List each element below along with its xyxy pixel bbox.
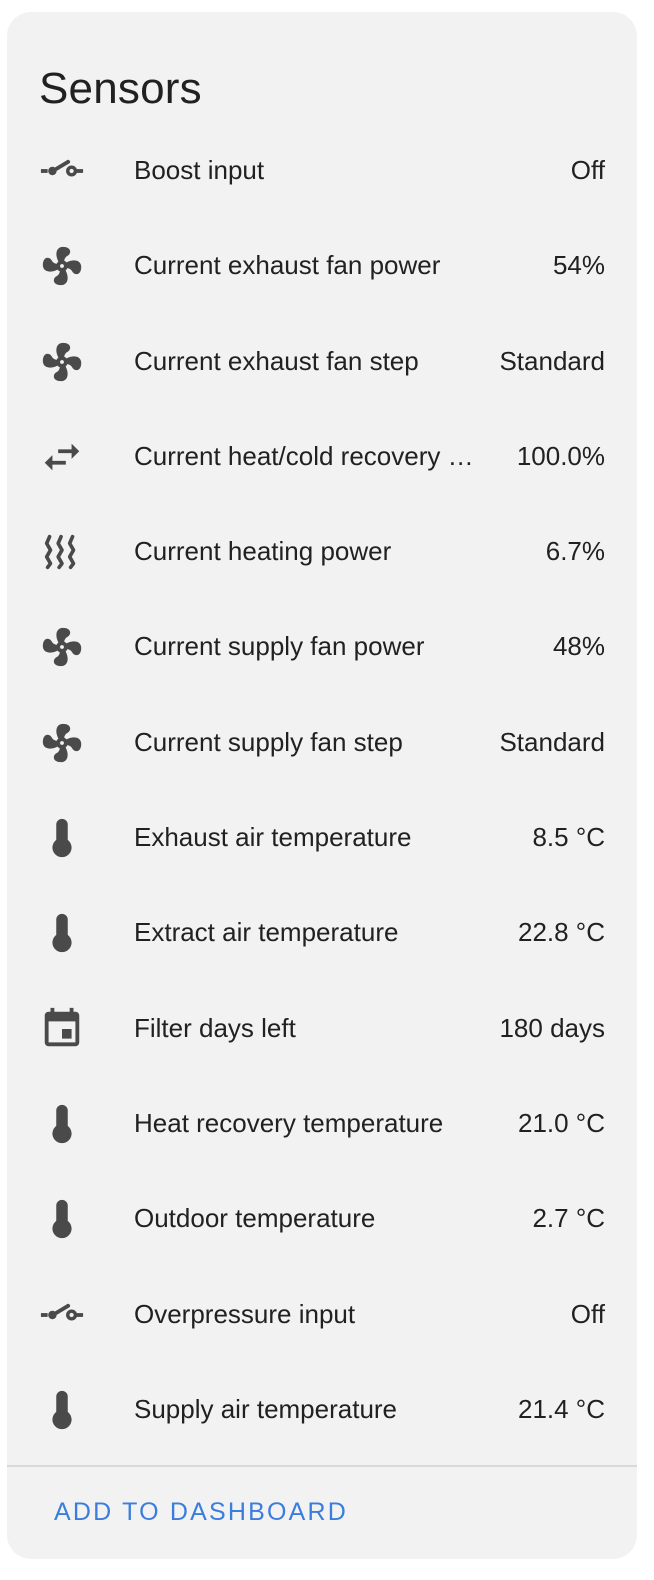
sensor-label: Current heating power <box>134 536 392 567</box>
sensor-label: Current heat/cold recovery … <box>134 440 474 471</box>
sensor-row-supply-fan-power[interactable]: Current supply fan power 48% <box>7 599 637 694</box>
sensor-label: Exhaust air temperature <box>134 822 412 853</box>
thermometer-icon <box>39 1196 85 1242</box>
sensor-row-overpressure-input[interactable]: Overpressure input Off <box>7 1267 637 1362</box>
card-divider <box>7 1465 637 1467</box>
sensor-value: Off <box>570 155 605 185</box>
sensor-label: Current supply fan power <box>134 631 425 662</box>
sensor-label: Current exhaust fan power <box>134 250 441 281</box>
heat-wave-icon <box>39 529 85 575</box>
sensor-label: Overpressure input <box>134 1298 356 1329</box>
sensor-label: Outdoor temperature <box>134 1203 376 1234</box>
thermometer-icon <box>39 1387 85 1433</box>
sensor-list: Boost input Off Current exhaust fan powe… <box>7 123 637 1457</box>
sensor-label: Current supply fan step <box>134 726 403 757</box>
sensor-label: Filter days left <box>134 1012 296 1043</box>
sensor-value: 180 days <box>499 1012 605 1043</box>
sensor-row-filter-days-left[interactable]: Filter days left 180 days <box>7 981 637 1076</box>
electric-switch-icon <box>39 148 85 194</box>
sensor-value: Off <box>570 1298 605 1329</box>
add-to-dashboard-button[interactable]: ADD TO DASHBOARD <box>54 1498 349 1526</box>
fan-icon <box>39 720 85 766</box>
fan-icon <box>39 243 85 289</box>
sensor-value: 100.0% <box>516 440 605 471</box>
sensor-label: Current exhaust fan step <box>134 345 419 376</box>
sensors-card: Sensors Boost input Off Current exhaust … <box>7 12 637 1559</box>
calendar-icon <box>39 1006 85 1052</box>
sensor-row-outdoor-temperature[interactable]: Outdoor temperature 2.7 °C <box>7 1171 637 1266</box>
sensor-label: Supply air temperature <box>134 1393 398 1424</box>
sensor-value: Standard <box>499 345 605 376</box>
sensor-row-heat-cold-recovery[interactable]: Current heat/cold recovery … 100.0% <box>7 409 637 504</box>
sensor-label: Boost input <box>134 155 265 185</box>
sensor-row-boost-input[interactable]: Boost input Off <box>7 123 637 218</box>
sensor-value: 48% <box>552 631 605 662</box>
sensor-row-exhaust-air-temperature[interactable]: Exhaust air temperature 8.5 °C <box>7 790 637 885</box>
sensor-label: Extract air temperature <box>134 917 399 948</box>
sensor-row-extract-air-temperature[interactable]: Extract air temperature 22.8 °C <box>7 885 637 980</box>
sensor-row-heating-power[interactable]: Current heating power 6.7% <box>7 504 637 599</box>
sensor-value: 54% <box>552 250 605 281</box>
electric-switch-icon <box>39 1292 85 1338</box>
sensor-value: 21.4 °C <box>517 1393 605 1424</box>
thermometer-icon <box>39 815 85 861</box>
fan-icon <box>39 339 85 385</box>
sensor-value: 2.7 °C <box>532 1203 605 1234</box>
sensor-row-exhaust-fan-step[interactable]: Current exhaust fan step Standard <box>7 314 637 409</box>
sensor-row-exhaust-fan-power[interactable]: Current exhaust fan power 54% <box>7 218 637 313</box>
sensor-label: Heat recovery temperature <box>134 1107 444 1138</box>
card-title: Sensors <box>39 64 202 113</box>
sensor-row-supply-fan-step[interactable]: Current supply fan step Standard <box>7 695 637 790</box>
swap-horizontal-icon <box>39 434 85 480</box>
sensor-value: 8.5 °C <box>532 822 605 853</box>
sensor-value: 22.8 °C <box>517 917 605 948</box>
thermometer-icon <box>39 910 85 956</box>
thermometer-icon <box>39 1101 85 1147</box>
sensor-row-heat-recovery-temperature[interactable]: Heat recovery temperature 21.0 °C <box>7 1076 637 1171</box>
sensor-value: 21.0 °C <box>517 1107 605 1138</box>
sensor-row-supply-air-temperature[interactable]: Supply air temperature 21.4 °C <box>7 1362 637 1457</box>
sensor-value: Standard <box>499 726 605 757</box>
sensor-value: 6.7% <box>545 536 605 567</box>
fan-icon <box>39 624 85 670</box>
